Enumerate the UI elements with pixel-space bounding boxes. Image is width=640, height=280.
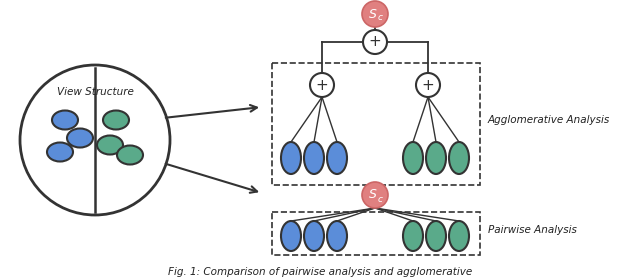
Ellipse shape [403, 142, 423, 174]
Circle shape [362, 182, 388, 208]
Circle shape [20, 65, 170, 215]
Bar [272, 63, 480, 185]
Ellipse shape [327, 142, 347, 174]
Text: $S$: $S$ [368, 188, 378, 202]
Ellipse shape [47, 143, 73, 162]
Ellipse shape [117, 146, 143, 165]
Text: $+$: $+$ [316, 78, 328, 92]
Ellipse shape [403, 221, 423, 251]
Ellipse shape [67, 129, 93, 148]
Ellipse shape [52, 111, 78, 129]
Ellipse shape [97, 136, 123, 155]
Ellipse shape [103, 111, 129, 129]
Circle shape [362, 1, 388, 27]
Ellipse shape [304, 221, 324, 251]
Ellipse shape [449, 221, 469, 251]
Text: $c$: $c$ [376, 195, 383, 204]
Ellipse shape [426, 142, 446, 174]
Ellipse shape [281, 142, 301, 174]
Circle shape [363, 30, 387, 54]
Text: $+$: $+$ [421, 78, 435, 92]
Circle shape [310, 73, 334, 97]
Ellipse shape [327, 221, 347, 251]
Ellipse shape [449, 142, 469, 174]
Ellipse shape [304, 142, 324, 174]
Text: Fig. 1: Comparison of pairwise analysis and agglomerative: Fig. 1: Comparison of pairwise analysis … [168, 267, 472, 277]
Text: $+$: $+$ [369, 34, 381, 50]
Circle shape [416, 73, 440, 97]
Ellipse shape [426, 221, 446, 251]
Ellipse shape [281, 221, 301, 251]
Text: Pairwise Analysis: Pairwise Analysis [488, 225, 577, 235]
Text: $S$: $S$ [368, 8, 378, 20]
Text: Agglomerative Analysis: Agglomerative Analysis [488, 115, 611, 125]
Text: $c$: $c$ [376, 13, 383, 22]
Text: View Structure: View Structure [56, 87, 133, 97]
Bar [272, 212, 480, 255]
